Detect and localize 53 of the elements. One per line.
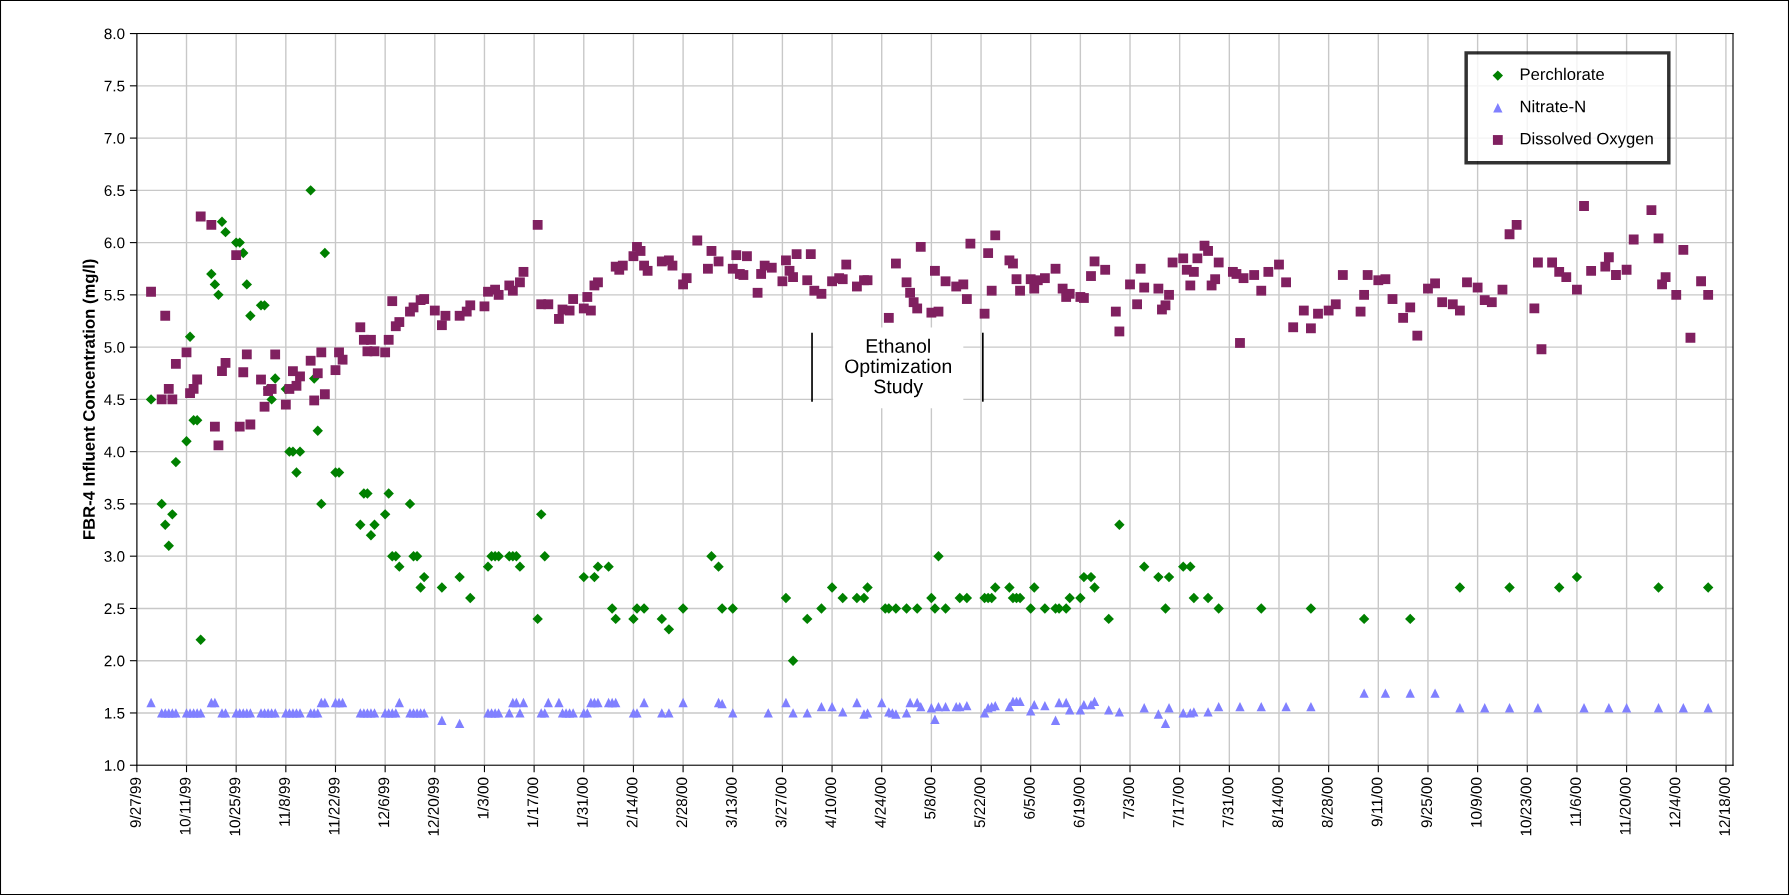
y-tick-label: 1.5 bbox=[104, 707, 125, 719]
x-tick-label: 5/22/00 bbox=[973, 777, 986, 828]
x-tick-label: 4/10/00 bbox=[824, 777, 837, 828]
x-tick-label: 10/11/99 bbox=[179, 777, 191, 835]
x-tick-label: 11/20/00 bbox=[1619, 777, 1631, 835]
x-tick-label: 11/8/99 bbox=[278, 777, 290, 826]
x-tick-label: 9/11/00 bbox=[1371, 777, 1383, 827]
x-tick-label: 6/5/00 bbox=[1023, 777, 1035, 819]
y-tick-label: 8.0 bbox=[104, 28, 125, 40]
x-tick-label: 4/24/00 bbox=[874, 777, 886, 828]
x-tick-label: 7/17/00 bbox=[1172, 777, 1184, 828]
x-tick-label: 6/19/00 bbox=[1073, 777, 1085, 828]
y-tick-label: 7.0 bbox=[104, 132, 125, 144]
x-tick-label: 10/9/00 bbox=[1470, 777, 1482, 827]
y-axis-title: FBR-4 Influent Concentration (mg/l) bbox=[82, 259, 99, 539]
legend-label: Nitrate-N bbox=[1520, 100, 1585, 113]
x-tick-label: 7/31/00 bbox=[1222, 777, 1234, 828]
x-tick-label: 10/25/99 bbox=[229, 777, 241, 836]
x-tick-label: 9/25/00 bbox=[1420, 777, 1433, 828]
x-tick-label: 12/20/99 bbox=[427, 777, 439, 836]
x-tick-label: 7/3/00 bbox=[1122, 777, 1135, 819]
x-tick-label: 3/27/00 bbox=[775, 777, 787, 828]
y-tick-label: 5.5 bbox=[104, 289, 125, 301]
x-tick-label: 11/6/00 bbox=[1569, 777, 1582, 826]
x-tick-label: 1/17/00 bbox=[527, 777, 539, 827]
x-tick-label: 8/14/00 bbox=[1271, 777, 1284, 828]
x-tick-label: 2/28/00 bbox=[675, 777, 688, 828]
y-tick-label: 5.0 bbox=[104, 342, 125, 353]
x-tick-label: 10/23/00 bbox=[1520, 777, 1532, 836]
y-tick-label: 1.0 bbox=[104, 760, 125, 771]
x-tick-label: 9/27/99 bbox=[129, 777, 141, 828]
annotation: Ethanol Optimization Study bbox=[845, 338, 951, 398]
y-tick-label: 7.5 bbox=[104, 80, 125, 92]
x-tick-label: 12/6/99 bbox=[378, 777, 390, 827]
x-tick-label: 11/22/99 bbox=[328, 777, 340, 835]
x-tick-label: 1/31/00 bbox=[576, 777, 588, 827]
y-tick-label: 4.0 bbox=[104, 446, 125, 458]
y-tick-label: 6.5 bbox=[104, 185, 125, 197]
legend-label: Perchlorate bbox=[1520, 67, 1604, 81]
x-tick-label: 1/3/00 bbox=[477, 777, 489, 819]
y-tick-label: 2.0 bbox=[104, 655, 125, 667]
y-tick-label: 3.0 bbox=[104, 551, 125, 562]
legend-label: Dissolved Oxygen bbox=[1520, 132, 1653, 148]
y-tick-label: 4.5 bbox=[104, 394, 125, 406]
y-tick-label: 6.0 bbox=[104, 237, 125, 249]
x-tick-label: 3/13/00 bbox=[725, 777, 737, 828]
x-tick-label: 12/4/00 bbox=[1669, 777, 1681, 827]
y-tick-label: 2.5 bbox=[104, 603, 125, 615]
x-tick-label: 12/18/00 bbox=[1718, 777, 1731, 836]
x-tick-label: 5/8/00 bbox=[924, 777, 936, 819]
x-tick-label: 2/14/00 bbox=[626, 777, 638, 828]
y-tick-label: 3.5 bbox=[104, 498, 125, 510]
x-tick-label: 8/28/00 bbox=[1321, 777, 1333, 828]
